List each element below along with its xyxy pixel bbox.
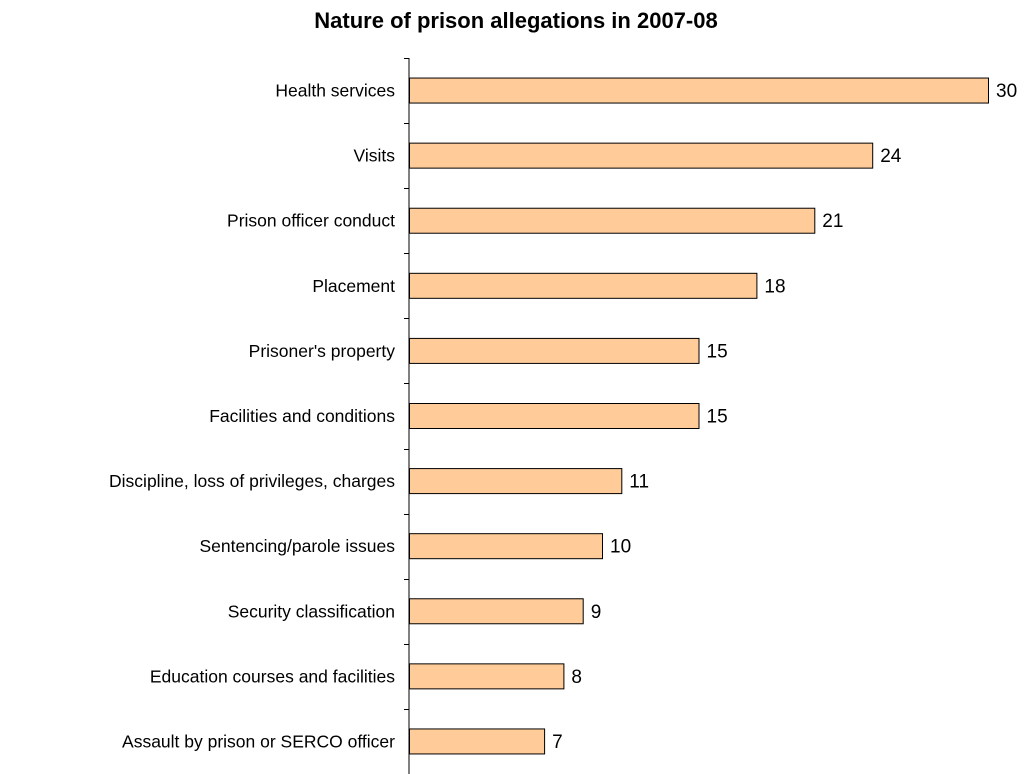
data-label: 30	[996, 81, 1017, 102]
category-label: Visits	[354, 146, 396, 166]
data-label: 21	[822, 211, 843, 232]
data-label: 7	[552, 732, 563, 753]
bar	[409, 403, 700, 429]
category-label: Health services	[275, 81, 395, 101]
category-label: Placement	[312, 276, 395, 296]
bar	[409, 663, 565, 690]
bar	[409, 77, 989, 104]
bar	[409, 272, 758, 299]
bar	[409, 533, 603, 560]
category-label: Prisoner's property	[249, 341, 396, 361]
category-label: Sentencing/parole issues	[199, 536, 395, 556]
bar	[409, 598, 584, 625]
data-label: 9	[591, 602, 602, 623]
category-label: Discipline, loss of privileges, charges	[109, 471, 395, 491]
category-label: Facilities and conditions	[209, 406, 395, 426]
bar	[409, 728, 546, 755]
bar	[409, 337, 700, 364]
chart-title: Nature of prison allegations in 2007-08	[314, 8, 718, 33]
category-label: Prison officer conduct	[227, 211, 395, 231]
bar	[409, 142, 874, 169]
category-label: Education courses and facilities	[150, 666, 395, 686]
data-label: 15	[707, 341, 728, 362]
category-label: Assault by prison or SERCO officer	[122, 731, 395, 751]
data-label: 11	[629, 472, 649, 493]
bar	[409, 207, 816, 234]
category-label: Security classification	[228, 601, 395, 621]
bar	[409, 468, 623, 495]
data-label: 24	[880, 146, 902, 167]
data-label: 15	[707, 407, 728, 428]
data-label: 8	[571, 667, 582, 688]
data-label: 10	[610, 537, 631, 558]
data-label: 18	[764, 276, 785, 297]
